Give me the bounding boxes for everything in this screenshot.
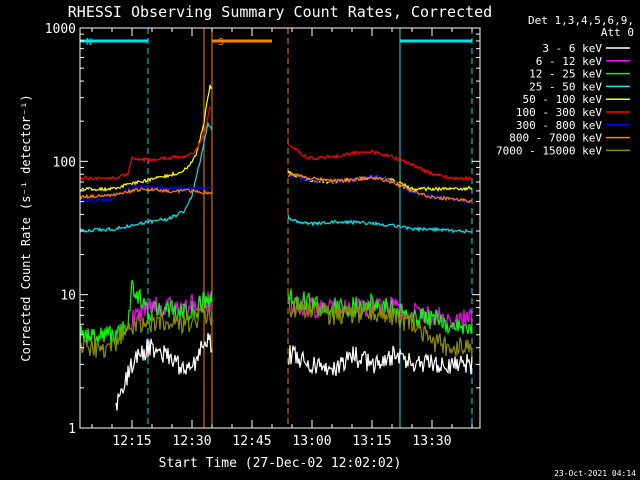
- y-axis-label: Corrected Count Rate (s⁻¹ detector⁻¹): [19, 94, 33, 361]
- chart-title: RHESSI Observing Summary Count Rates, Co…: [68, 3, 492, 21]
- y-tick-label-1: 10: [60, 289, 76, 304]
- x-tick-label-3: 13:00: [292, 434, 331, 449]
- legend-label-8: 7000 - 15000 keV: [496, 144, 602, 157]
- plot-frame: [79, 27, 481, 429]
- x-tick-label-4: 13:15: [352, 434, 391, 449]
- y-tick-label-3: 1000: [45, 22, 76, 37]
- legend-label-7: 800 - 7000 keV: [509, 132, 602, 145]
- x-tick-label-2: 12:45: [232, 434, 271, 449]
- series-line-4: [79, 84, 473, 193]
- legend-label-5: 100 - 300 keV: [516, 106, 602, 119]
- x-tick-label-0: 12:15: [112, 434, 151, 449]
- legend-label-0: 3 - 6 keV: [542, 42, 602, 55]
- footer-timestamp: 23-Oct-2021 04:14: [554, 469, 636, 478]
- legend-label-2: 12 - 25 keV: [529, 68, 602, 81]
- series-line-0: [115, 332, 473, 411]
- series-line-3: [79, 121, 473, 234]
- legend-label-4: 50 - 100 keV: [523, 93, 603, 106]
- axes: 1 10 100 1000 12:15 12:30 12:45 13:00 13:15 13:30: [45, 22, 481, 449]
- x-axis-label: Start Time (27-Dec-02 12:02:02): [159, 456, 402, 471]
- x-tick-label-5: 13:30: [412, 434, 451, 449]
- series-line-7: [79, 171, 473, 204]
- y-tick-label-0: 1: [68, 422, 76, 437]
- y-tick-label-2: 100: [53, 155, 76, 170]
- flag-label-1: S: [218, 37, 224, 48]
- flag-label-0: N: [86, 37, 92, 48]
- legend-label-3: 25 - 50 keV: [529, 80, 602, 93]
- series-line-8: [79, 299, 473, 358]
- series-line-5: [79, 106, 473, 182]
- legend-label-6: 300 - 800 keV: [516, 119, 602, 132]
- x-tick-label-1: 12:30: [172, 434, 211, 449]
- legend-header-0: Det 1,3,4,5,6,9,: [528, 14, 634, 27]
- legend-header-1: Att 0: [601, 26, 634, 39]
- legend-label-1: 6 - 12 keV: [536, 55, 603, 68]
